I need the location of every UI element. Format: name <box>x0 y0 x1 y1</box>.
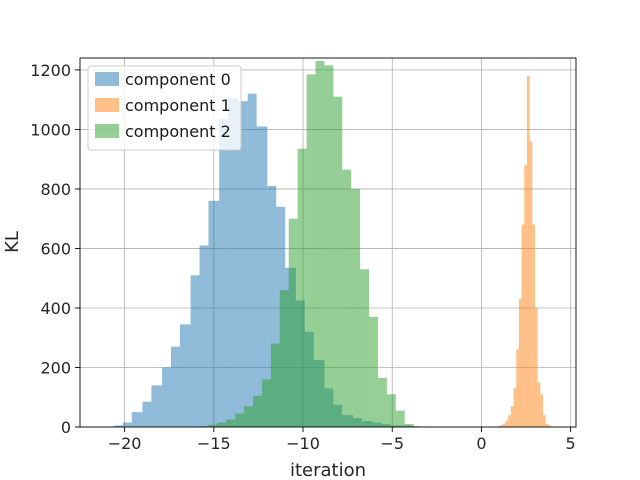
x-tick-label: −5 <box>380 434 404 453</box>
histogram-bar <box>297 148 307 428</box>
histogram-bar <box>351 188 361 427</box>
histogram-bar <box>226 419 236 427</box>
histogram-bar <box>518 299 522 427</box>
legend-swatch-component-1 <box>95 98 119 112</box>
histogram-bar <box>288 218 298 427</box>
x-tick-label: 0 <box>476 434 486 453</box>
plot-frame <box>79 57 577 428</box>
x-axis-label: iteration <box>290 460 366 480</box>
histogram-bar <box>162 367 171 427</box>
y-tick-label: 0 <box>61 418 71 437</box>
histogram-bar <box>537 382 541 427</box>
histogram-bar <box>170 346 180 427</box>
histogram-bar <box>369 316 378 427</box>
histogram-bar <box>253 395 262 427</box>
histogram-bar <box>508 415 511 427</box>
histogram-bar <box>500 425 503 427</box>
axis-ticks: −20 −15 −10 −5 0 5 0 200 400 600 800 1000 1200 <box>30 61 575 453</box>
histogram-bar <box>267 185 277 427</box>
histogram-bar <box>190 275 200 427</box>
histogram-bar <box>395 410 405 427</box>
histogram-bar <box>244 406 254 427</box>
histogram-bar <box>315 60 325 428</box>
series-component-2 <box>199 60 414 428</box>
x-tick-label: −15 <box>197 434 231 453</box>
histogram-bar <box>534 307 538 427</box>
histogram-bar <box>505 420 509 427</box>
legend: component 0 component 1 component 2 <box>87 65 242 151</box>
legend-label-component-0: component 0 <box>125 70 231 89</box>
legend-label-component-1: component 1 <box>125 96 231 115</box>
histogram-bar <box>122 422 132 427</box>
histogram-bar <box>502 423 506 427</box>
histogram-bar <box>306 74 316 427</box>
y-tick-label: 600 <box>40 239 71 258</box>
histogram-bar <box>532 224 535 427</box>
histogram-bars <box>113 60 552 428</box>
legend-label-component-2: component 2 <box>125 122 231 141</box>
histogram-bar <box>217 422 227 427</box>
histogram-bar <box>377 377 387 427</box>
histogram-bar <box>113 425 123 427</box>
histogram-bar <box>526 75 530 428</box>
histogram-bar <box>179 324 191 427</box>
histogram-bar <box>256 126 268 428</box>
histogram-bar <box>540 394 543 427</box>
histogram-bar <box>199 245 209 427</box>
histogram-bar <box>219 119 229 428</box>
histogram-bar <box>513 388 517 427</box>
x-tick-label: −20 <box>108 434 142 453</box>
histogram-bar <box>238 101 248 427</box>
histogram-bar <box>360 269 370 427</box>
y-tick-label: 1000 <box>30 120 71 139</box>
histogram-bar <box>131 412 143 427</box>
histogram-bar <box>261 379 271 427</box>
y-tick-label: 1200 <box>30 61 71 80</box>
x-tick-label: 5 <box>566 434 576 453</box>
y-tick-label: 400 <box>40 299 71 318</box>
histogram-bar <box>333 96 343 427</box>
legend-box <box>87 65 242 151</box>
histogram-bar <box>208 424 218 427</box>
x-tick-label: −10 <box>286 434 320 453</box>
histogram-bar <box>516 349 519 427</box>
y-tick-label: 800 <box>40 180 71 199</box>
histogram-bar <box>235 413 245 427</box>
histogram-bar <box>228 98 239 427</box>
histogram-bar <box>529 141 533 428</box>
y-axis-label: KL <box>2 231 23 253</box>
histogram-bar <box>542 415 546 427</box>
histogram-bar <box>324 65 334 427</box>
histogram-bar <box>151 385 163 427</box>
series-component-1 <box>497 75 552 428</box>
histogram-bar <box>142 401 152 427</box>
histogram-bar <box>548 425 552 427</box>
histogram-bar <box>208 200 220 427</box>
legend-swatch-component-2 <box>95 124 119 138</box>
histogram-bar <box>279 290 289 427</box>
histogram-bar <box>386 394 396 427</box>
histogram-bar <box>404 424 414 427</box>
y-tick-label: 200 <box>40 358 71 377</box>
histogram-bar <box>524 165 527 427</box>
histogram-bar <box>247 93 257 427</box>
histogram-bar <box>510 406 514 427</box>
histogram-bar <box>521 224 525 427</box>
legend-swatch-component-0 <box>95 72 119 86</box>
histogram-bar <box>545 424 549 427</box>
histogram-bar <box>342 169 352 427</box>
histogram-bar <box>270 343 280 427</box>
